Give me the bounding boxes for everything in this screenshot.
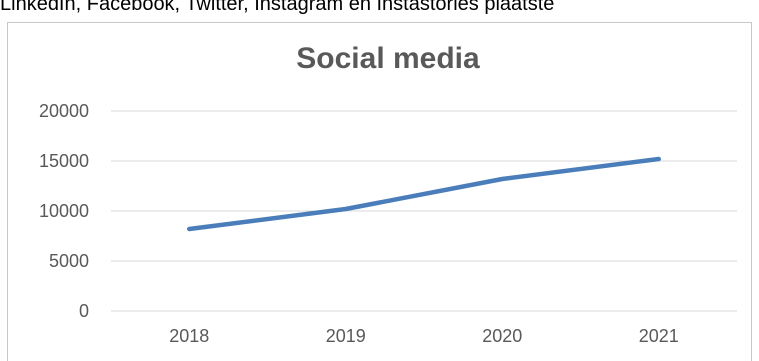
y-tick-label: 20000 (39, 101, 89, 121)
x-tick-label: 2021 (639, 326, 679, 346)
x-tick-label: 2018 (169, 326, 209, 346)
gridlines (111, 110, 737, 312)
x-tick-label: 2020 (482, 326, 522, 346)
document-text-line: LinkedIn, Facebook, Twitter, Instagram e… (0, 0, 555, 15)
series-line-0 (187, 156, 661, 232)
y-tick-label: 0 (79, 301, 89, 321)
y-axis-ticks: 0 5000 10000 15000 20000 (39, 101, 89, 321)
x-axis-ticks: 2018 2019 2020 2021 (169, 326, 679, 346)
chart-frame (7, 22, 752, 361)
y-tick-label: 5000 (49, 251, 89, 271)
x-tick-label: 2019 (326, 326, 366, 346)
series-layer (187, 156, 661, 232)
chart-title: Social media (296, 42, 480, 75)
y-tick-label: 15000 (39, 151, 89, 171)
y-tick-label: 10000 (39, 201, 89, 221)
